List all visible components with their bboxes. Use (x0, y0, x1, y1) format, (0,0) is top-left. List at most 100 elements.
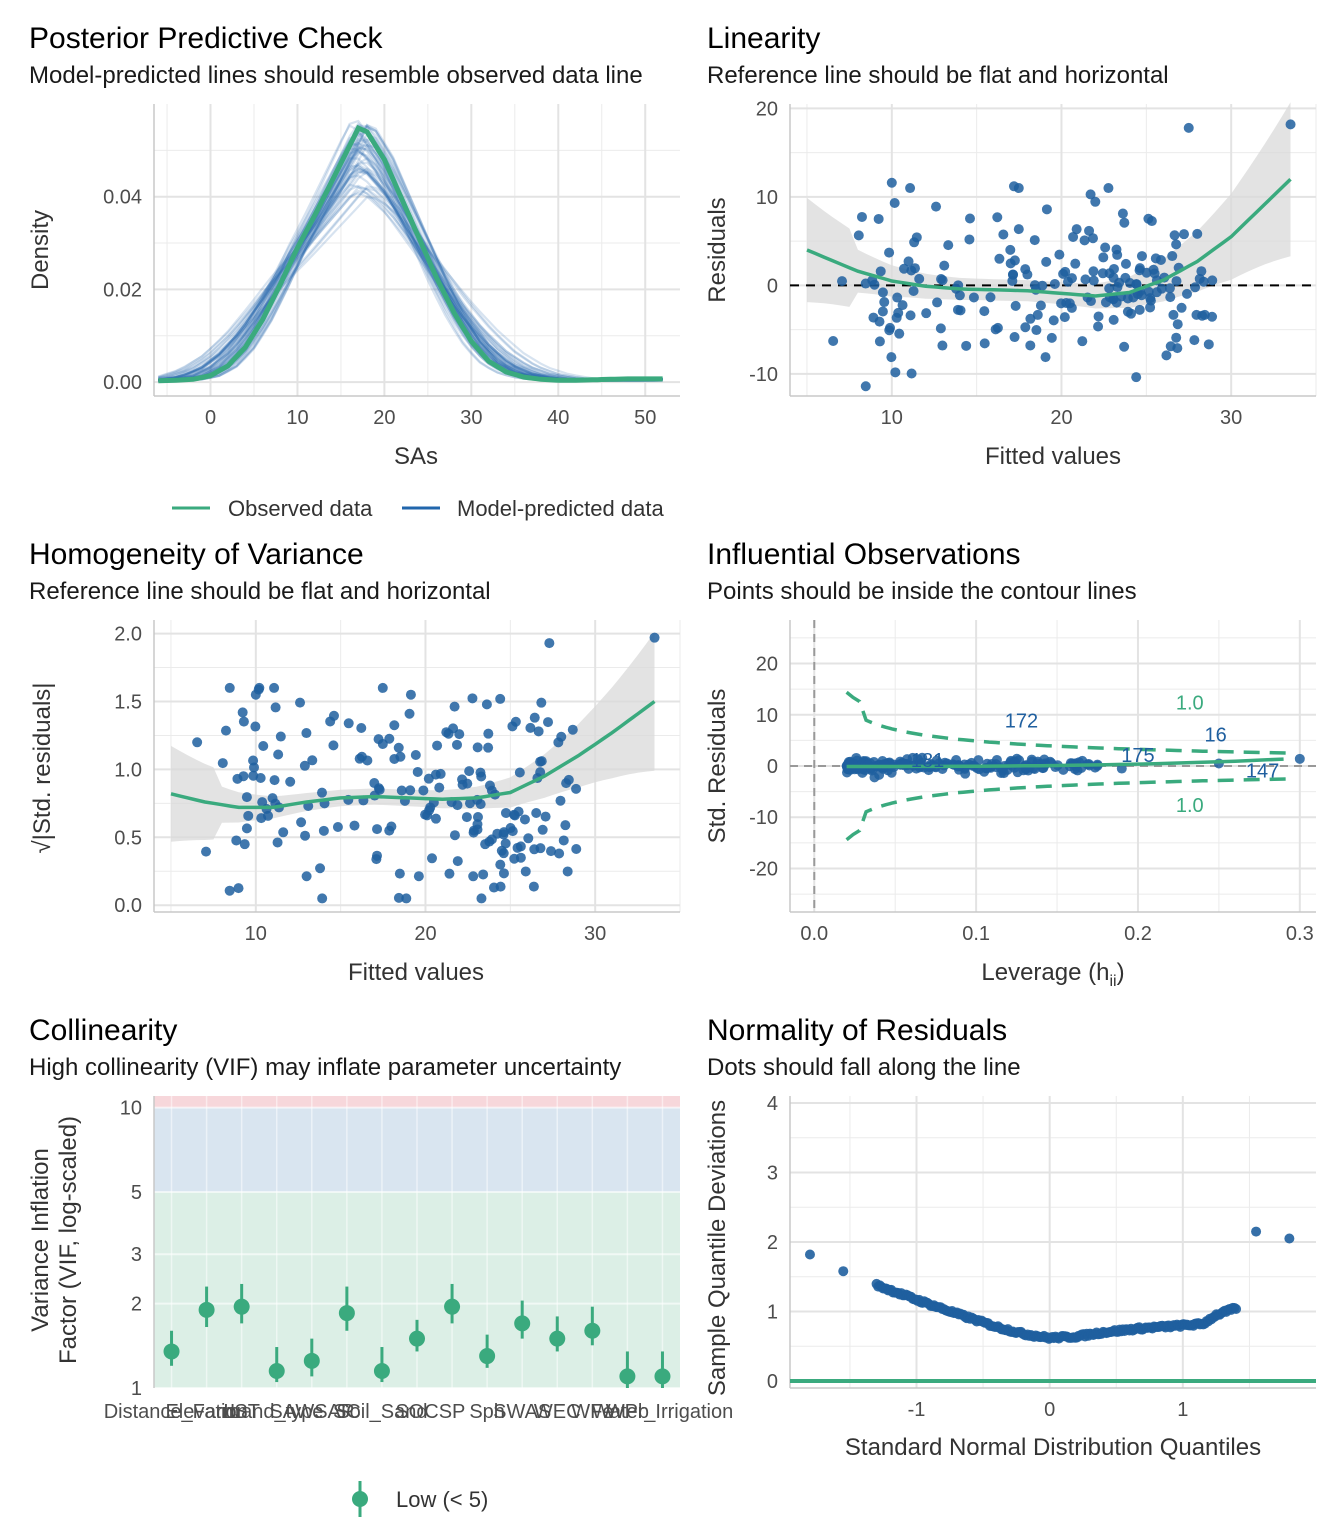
collin-subtitle: High collinearity (VIF) may inflate para… (29, 1054, 622, 1081)
homog-point (393, 742, 404, 753)
collin-y-tick-label: 3 (131, 1244, 142, 1266)
linearity-point (1080, 274, 1091, 285)
linearity-point (1179, 229, 1190, 240)
homog-point (563, 774, 574, 785)
ppc-xlabel: SAs (394, 443, 438, 470)
collin-point (654, 1368, 671, 1385)
collin-x-tick-label: WFe (571, 1401, 613, 1423)
homog-point (232, 773, 243, 784)
homog-point (301, 728, 312, 739)
linearity-point (1161, 350, 1172, 361)
linearity-point (1131, 372, 1142, 383)
homog-point (500, 838, 511, 849)
linearity-point (1093, 321, 1104, 332)
linearity-point (1025, 313, 1036, 324)
collin-y-tick-label: 2 (131, 1294, 142, 1316)
homog-point (285, 776, 296, 787)
collin-ylabel-1: Variance Inflation (27, 1148, 54, 1332)
influence-point (857, 767, 868, 778)
homog-point (243, 810, 254, 821)
homog-point (467, 693, 478, 704)
collin-y-tick-label: 10 (120, 1098, 142, 1120)
homog-point (553, 737, 564, 748)
homog-point (328, 740, 339, 751)
normality-point (838, 1266, 849, 1277)
homog-point (405, 785, 416, 796)
influence-x-tick-label: 0.2 (1124, 923, 1152, 945)
collin-x-tick-label: Distance_Farm (104, 1401, 240, 1423)
homog-point (468, 871, 479, 882)
homog-x-tick-label: 10 (245, 923, 267, 945)
homog-point (562, 866, 573, 877)
linearity-point (1171, 332, 1182, 343)
linearity-point (889, 197, 900, 208)
linearity-point (943, 240, 954, 251)
linearity-point (1084, 225, 1095, 236)
homog-point (571, 843, 582, 854)
homog-point (545, 846, 556, 857)
linearity-point (884, 325, 895, 336)
linearity-point (1010, 300, 1021, 311)
linearity-point (1155, 254, 1166, 265)
linearity-point (1066, 273, 1077, 284)
linearity-point (1071, 224, 1082, 235)
linearity-point (1181, 288, 1192, 299)
ppc-y-tick-label: 0.02 (103, 279, 142, 301)
homog-point (362, 755, 373, 766)
linearity-point (1041, 256, 1052, 267)
homog-point (418, 785, 429, 796)
linearity-point (1005, 244, 1016, 255)
homog-point (464, 798, 475, 809)
homog-point (481, 699, 492, 710)
homog-point (224, 885, 235, 896)
collin-point (338, 1305, 355, 1322)
linearity-point (1068, 231, 1079, 242)
linearity-point (914, 273, 925, 284)
normality-x-tick-label: 1 (1177, 1399, 1188, 1421)
linearity-point (1199, 309, 1210, 320)
linearity-point (939, 260, 950, 271)
homog-point (478, 869, 489, 880)
homog-point (384, 733, 395, 744)
homog-point (404, 708, 415, 719)
homog-y-tick-label: 2.0 (114, 624, 142, 646)
linearity-point (860, 278, 871, 289)
linearity-x-tick-label: 20 (1050, 407, 1072, 429)
linearity-point (1198, 276, 1209, 287)
influence-point-label: 175 (1121, 745, 1154, 767)
homog-point (267, 793, 278, 804)
linearity-point (1196, 266, 1207, 277)
linearity-point (1085, 296, 1096, 307)
linearity-point (1172, 343, 1183, 354)
ppc-observed-line (158, 124, 663, 384)
ppc-x-tick-label: 40 (547, 407, 569, 429)
homog-point (531, 808, 542, 819)
linearity-point (1192, 228, 1203, 239)
homog-point (558, 835, 569, 846)
homog-title: Homogeneity of Variance (29, 538, 364, 571)
linearity-point (1119, 217, 1130, 228)
collin-point (198, 1301, 215, 1318)
homog-point (495, 859, 506, 870)
influence-xlabel: Leverage (hii) (981, 959, 1124, 990)
linearity-point (893, 307, 904, 318)
influence-y-tick-label: 10 (756, 705, 778, 727)
linearity-point (1111, 297, 1122, 308)
collin-x-tick-label: Elevation (165, 1401, 247, 1423)
linearity-point (837, 276, 848, 287)
linearity-point (856, 211, 867, 222)
collin-points (163, 1283, 671, 1388)
linearity-point (1098, 252, 1109, 263)
collin-y-tick-label: 5 (131, 1182, 142, 1204)
linearity-point (1090, 196, 1101, 207)
ppc-predicted-line (158, 196, 663, 382)
homog-point (536, 697, 547, 708)
normality-points (804, 1226, 1295, 1344)
homog-point (239, 839, 250, 850)
homog-point (250, 689, 261, 700)
influence-y-tick-label: 20 (756, 654, 778, 676)
influence-grid: 0.0 0.1 0.2 0.3 -20 -10 0 10 20 (749, 620, 1316, 945)
linearity-point (1070, 258, 1081, 269)
normality-point (804, 1249, 815, 1260)
homog-point (371, 854, 382, 865)
